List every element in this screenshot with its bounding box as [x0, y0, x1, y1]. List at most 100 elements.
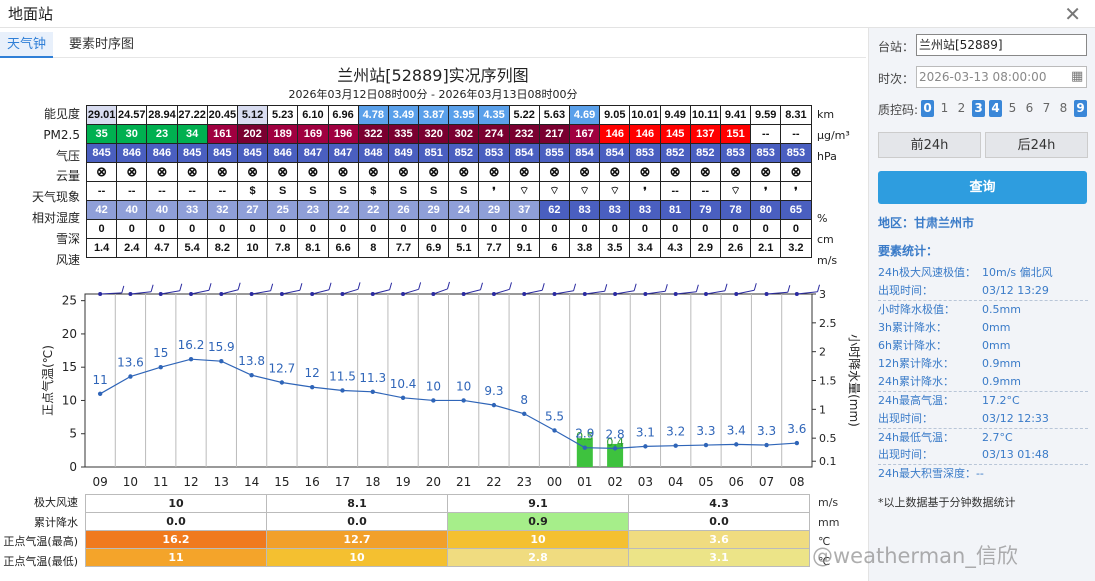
grid-cell: 23 [146, 124, 178, 144]
grid-cell: 852 [659, 143, 691, 163]
tab-weather-clock[interactable]: 天气钟 [0, 32, 54, 58]
qc-code-checkbox[interactable]: 6 [1025, 101, 1034, 115]
grid-cell: 0 [85, 219, 118, 239]
wind-barb [100, 292, 122, 295]
grid-cell: 0 [418, 219, 450, 239]
grid-cell: 4.69 [568, 105, 601, 125]
temperature-point [431, 398, 436, 403]
precip-bar-label: 0.4 [606, 436, 624, 449]
grid-cell: 845 [85, 143, 118, 163]
grid-cell: 8 [357, 238, 389, 258]
grid-cell: 22 [357, 200, 389, 220]
grid-cell: 4.35 [478, 105, 510, 125]
summary-cell: 4.3 [628, 494, 810, 513]
grid-cell: 3.95 [448, 105, 480, 125]
grid-cell: -- [750, 124, 782, 144]
stats-key: 出现时间： [878, 411, 933, 425]
grid-cell: ⊗ [327, 162, 359, 182]
grid-cell: ⊗ [629, 162, 661, 182]
qc-code-checkbox[interactable]: 2 [957, 101, 966, 115]
next-24h-button[interactable]: 后24h [985, 132, 1088, 158]
wind-barb [463, 289, 481, 295]
stats-key: 3h累计降水： [878, 320, 947, 334]
summary-cell: 2.8 [447, 548, 629, 567]
y2-tick-label: 2 [819, 346, 826, 359]
grid-cell: $ [236, 181, 269, 201]
grid-cell: 0 [629, 219, 661, 239]
grid-cell: 34 [176, 124, 208, 144]
query-button[interactable]: 查询 [878, 171, 1087, 204]
wind-barb [584, 290, 605, 295]
temperature-point [249, 372, 254, 378]
summary-row: 0.0 0.0 0.9 0.0 [85, 512, 810, 531]
x-tick-label: 04 [668, 475, 683, 489]
temperature-label: 3.2 [666, 425, 685, 439]
qc-code-checkbox[interactable]: 5 [1008, 101, 1017, 115]
prev-24h-button[interactable]: 前24h [878, 132, 981, 158]
station-input[interactable]: 兰州站[52889] [916, 34, 1087, 56]
grid-cell: 851 [418, 143, 450, 163]
x-tick-label: 09 [93, 475, 108, 489]
temperature-point [703, 442, 709, 448]
grid-cell: 3.8 [568, 238, 601, 258]
summary-cell: 10 [447, 530, 629, 549]
grid-row-unit: km [817, 108, 835, 121]
y2-tick-label: 1 [819, 403, 826, 416]
summary-cell: 10 [266, 548, 448, 567]
grid-cell: 167 [568, 124, 601, 144]
grid-cell: 40 [146, 200, 178, 220]
close-icon[interactable]: ✕ [1064, 2, 1081, 26]
wind-barb-feather [447, 281, 450, 290]
grid-cell: ❜ [478, 181, 510, 201]
summary-cell: 3.6 [628, 530, 810, 549]
grid-row-label: 能见度 [43, 107, 80, 121]
qc-code-checkbox[interactable]: 0 [921, 100, 934, 117]
y-tick-label: 0 [69, 460, 77, 474]
grid-row-unit: hPa [817, 149, 837, 163]
temperature-label: 3.3 [757, 424, 776, 438]
tab-element-timeseries[interactable]: 要素时序图 [69, 37, 135, 52]
qc-code-checkbox[interactable]: 9 [1074, 100, 1087, 117]
temperature-point [461, 398, 466, 403]
x-tick-label: 12 [183, 475, 198, 489]
qc-code-checkbox[interactable]: 7 [1042, 101, 1051, 115]
grid-row-unit: μg/m³ [817, 128, 850, 142]
temperature-label: 15 [153, 346, 168, 360]
temperature-point [97, 391, 103, 397]
wind-barb [130, 291, 152, 295]
temperature-point [552, 428, 557, 433]
y2-axis-label: 小时降水量(mm) [847, 334, 861, 427]
grid-cell: ❜ [780, 181, 812, 201]
calendar-icon[interactable]: ▦ [1071, 69, 1084, 84]
grid-cell: 146 [629, 124, 661, 144]
grid-cell: ⊗ [267, 162, 299, 182]
qc-code-checkbox[interactable]: 3 [972, 100, 985, 117]
stats-value: 17.2°C [982, 394, 1020, 408]
qc-code-checkbox[interactable]: 8 [1059, 101, 1068, 115]
temperature-label: 11.5 [329, 369, 356, 383]
temperature-point [673, 443, 678, 448]
summary-table: 10 8.1 9.1 4.3 0.0 0.0 0.9 0.0 16.2 12.7 10 3.6 11 10… [85, 494, 810, 567]
grid-cell: 217 [538, 124, 571, 144]
grid-cell: 65 [780, 200, 812, 220]
temperature-label: 3.1 [636, 425, 655, 439]
qc-code-checkbox[interactable]: 4 [989, 100, 1002, 117]
grid-cell: ⊗ [85, 162, 118, 182]
time-input[interactable]: 2026-03-13 08:00:00 [916, 66, 1087, 88]
x-tick-label: 10 [123, 475, 138, 489]
side-panel: 台站： 兰州站[52889] 时次： 2026-03-13 08:00:00 ▦… [868, 28, 1095, 581]
grid-cell: 0 [176, 219, 208, 239]
grid-cell: ⊗ [176, 162, 208, 182]
grid-cell: ⊗ [478, 162, 510, 182]
grid-cell: 25 [267, 200, 299, 220]
grid-cell: 3.87 [418, 105, 450, 125]
y-tick-label: 15 [62, 360, 77, 374]
grid-cell: 4.78 [357, 105, 389, 125]
qc-code-checkbox[interactable]: 1 [940, 101, 949, 115]
grid-cell: ⊗ [599, 162, 631, 182]
temperature-point [582, 445, 588, 450]
wind-barb [705, 290, 726, 295]
grid-cell: -- [206, 181, 238, 201]
grid-cell: 0 [538, 219, 571, 239]
grid-cell: 849 [387, 143, 420, 163]
